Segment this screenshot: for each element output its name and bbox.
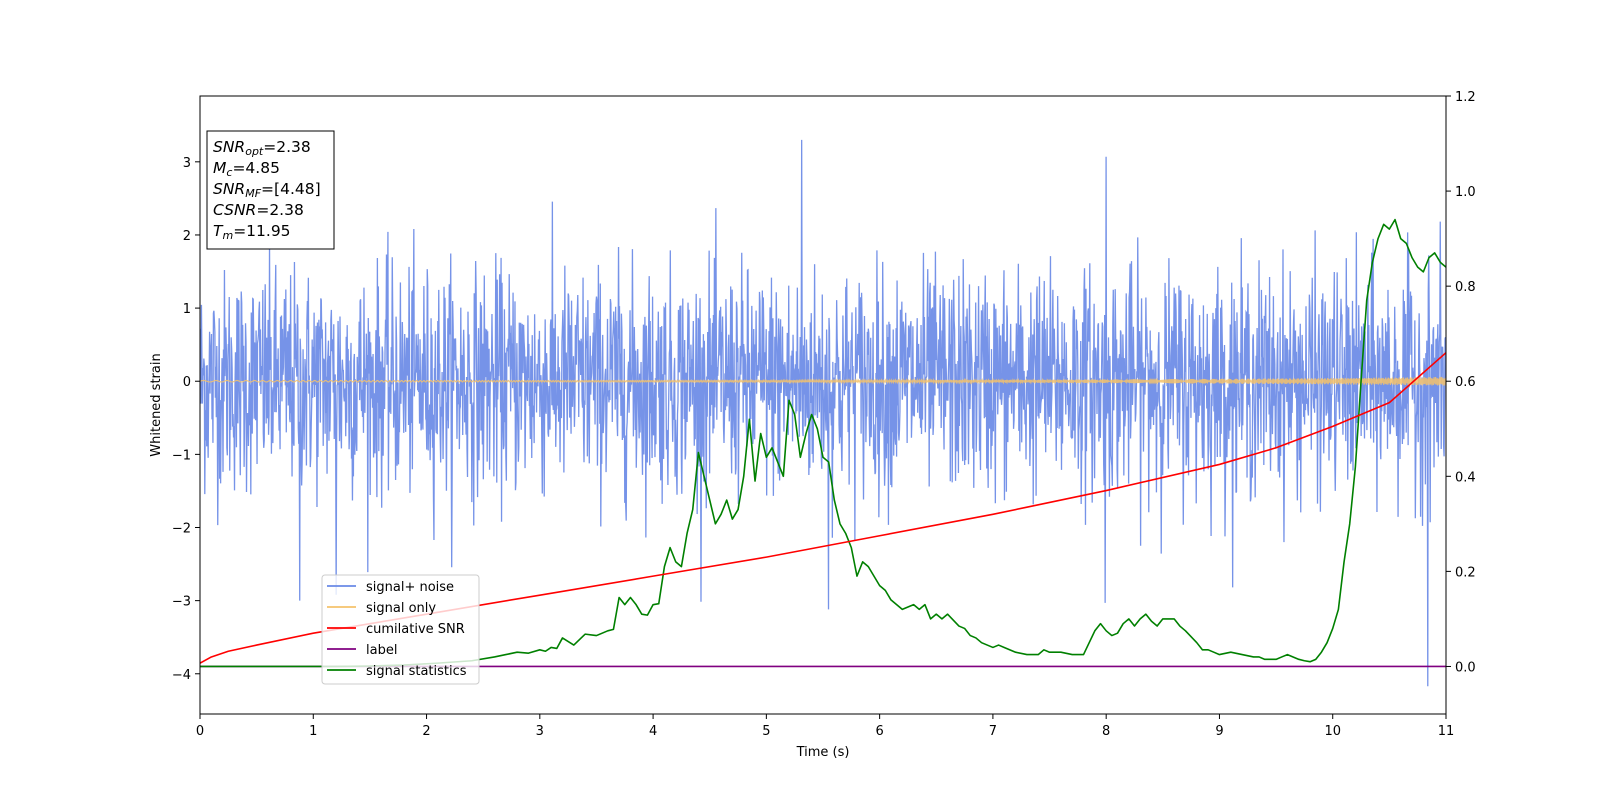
info-symbol: M [213,159,226,177]
info-subscript: m [222,229,233,242]
info-symbol: CSNR [213,201,256,219]
x-tick-label: 11 [1438,724,1455,739]
y-tick-label: −3 [172,595,191,610]
series-signal-only-line [200,376,1446,386]
y-tick-label: 3 [183,156,191,171]
y2-tick-label: 0.0 [1455,660,1476,675]
info-box-line: Tm=11.95 [213,222,291,242]
y2-tick-label: 1.2 [1455,90,1476,105]
legend-label: signal+ noise [366,580,454,595]
x-tick-label: 0 [196,724,204,739]
legend-label: signal only [366,601,436,616]
y-tick-label: 0 [183,375,191,390]
x-tick-label: 4 [649,724,657,739]
y-tick-label: −1 [172,448,191,463]
info-box-line: CSNR=2.38 [213,201,304,219]
plot-frame [199,95,1447,715]
y-tick-label: −4 [172,668,191,683]
series-signal-statistics-line [200,218,1446,668]
info-subscript: MF [245,187,261,200]
y-axis-label: Whitened strain [149,353,164,456]
x-tick-label: 2 [422,724,430,739]
legend-frame [321,574,480,685]
info-value: =2.38 [263,138,311,156]
x-axis-label: Time (s) [796,745,850,760]
info-subscript: c [226,166,232,179]
info-box-line: Mc=4.85 [213,159,280,179]
x-tick-label: 9 [1215,724,1223,739]
info-box-line: SNRopt=2.38 [213,138,311,158]
info-symbol: SNR [213,180,245,198]
y2-tick-label: 0.2 [1455,565,1476,580]
info-box: SNRopt=2.38Mc=4.85SNRMF=[4.48]CSNR=2.38T… [206,130,335,250]
x-tick-label: 3 [536,724,544,739]
info-symbol: T [213,222,224,240]
y2-tick-label: 0.6 [1455,375,1476,390]
info-box-line: SNRMF=[4.48] [213,180,321,200]
y2-tick-label: 0.8 [1455,280,1476,295]
x-tick-label: 5 [762,724,770,739]
y-tick-label: 2 [183,229,191,244]
series-signal-noise-line [200,139,1446,687]
info-value: =[4.48] [261,180,321,198]
legend-label: signal statistics [366,664,467,679]
x-tick-label: 8 [1102,724,1110,739]
x-tick-label: 7 [989,724,997,739]
legend-label: label [366,643,397,658]
info-symbol: SNR [213,138,245,156]
legend: signal+ noise signal only cumilative SNR la… [321,574,480,685]
x-tick-label: 6 [875,724,883,739]
x-tick-label: 1 [309,724,317,739]
ticks-layer: 0 1 2 3 4 5 6 7 8 9 10 113210−1−2−3−41.21.00.80.60.… [172,90,1476,739]
y2-tick-label: 1.0 [1455,185,1476,200]
info-value: =4.85 [232,159,280,177]
info-value: =2.38 [256,201,304,219]
info-subscript: opt [245,145,264,158]
info-box-frame [206,130,335,250]
y2-tick-label: 0.4 [1455,470,1476,485]
series-cumulative-snr-line [200,352,1446,664]
y-tick-label: −2 [172,522,191,537]
legend-label: cumilative SNR [366,622,465,637]
y-tick-label: 1 [183,302,191,317]
info-value: =11.95 [233,222,290,240]
x-tick-label: 10 [1324,724,1341,739]
